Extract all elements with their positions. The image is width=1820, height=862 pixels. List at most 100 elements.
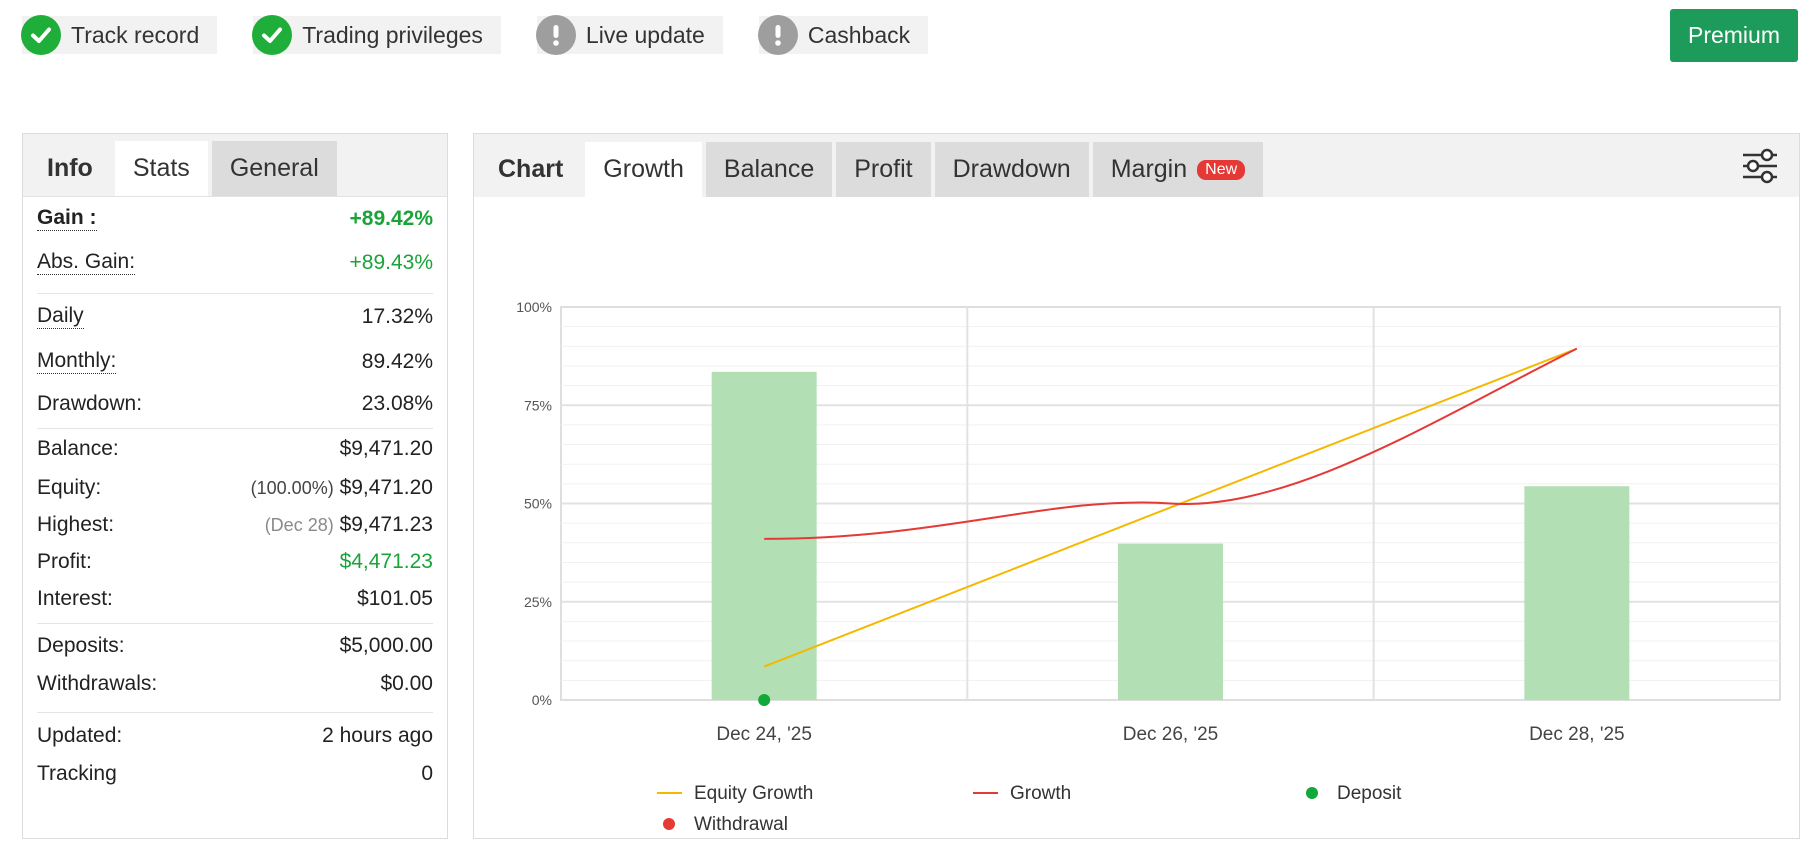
- stat-value: 89.42%: [361, 350, 433, 373]
- tab-margin-label: Margin: [1110, 155, 1188, 183]
- tab-chart[interactable]: Chart: [498, 155, 564, 183]
- stat-label: Drawdown:: [37, 392, 143, 415]
- stat-amount: $9,471.20: [339, 475, 433, 499]
- divider: [37, 623, 433, 624]
- x-tick-label: Dec 28, '25: [1529, 724, 1625, 745]
- stat-profit: Profit: $4,471.23: [37, 543, 433, 580]
- stat-highest: Highest: (Dec 28) $9,471.23: [37, 506, 433, 543]
- stat-label: Highest:: [37, 512, 115, 536]
- stat-value: 2 hours ago: [322, 724, 433, 747]
- stat-label: Profit:: [37, 549, 92, 573]
- legend-label: Equity Growth: [694, 783, 813, 804]
- stat-label[interactable]: Abs. Gain:: [37, 250, 136, 275]
- growth-line: [764, 347, 1578, 540]
- stat-label[interactable]: Gain :: [37, 206, 97, 231]
- filter-settings-icon[interactable]: [1741, 148, 1779, 184]
- stat-equity: Equity: (100.00%) $9,471.20: [37, 469, 433, 506]
- bar: [711, 371, 817, 700]
- stat-label: Equity:: [37, 475, 102, 499]
- exclamation-icon: [757, 15, 798, 55]
- stat-value: 17.32%: [361, 305, 433, 328]
- y-tick-label: 50%: [524, 496, 552, 512]
- stats-list: Gain : +89.42% Abs. Gain: +89.43% Daily …: [23, 197, 447, 789]
- stat-note: (Dec 28): [264, 514, 334, 535]
- stat-value: 0: [421, 762, 433, 785]
- divider: [37, 428, 433, 429]
- y-tick-label: 75%: [524, 397, 552, 413]
- badge-cashback[interactable]: Cashback: [757, 15, 929, 55]
- y-tick-label: 25%: [524, 594, 552, 610]
- premium-button[interactable]: Premium: [1670, 9, 1798, 62]
- stat-monthly: Monthly: 89.42%: [37, 340, 433, 384]
- stat-label: Withdrawals:: [37, 672, 158, 695]
- bar: [1524, 486, 1630, 700]
- stat-value: $9,471.20: [339, 437, 433, 460]
- stat-label[interactable]: Monthly:: [37, 349, 117, 374]
- tab-general[interactable]: General: [211, 141, 337, 196]
- stat-label[interactable]: Daily: [37, 304, 84, 329]
- stat-deposits: Deposits: $5,000.00: [37, 624, 433, 668]
- stats-panel: Info Stats General Gain : +89.42% Abs. G…: [22, 133, 448, 839]
- deposit-marker: [758, 694, 771, 706]
- stat-drawdown: Drawdown: 23.08%: [37, 384, 433, 424]
- x-tick-label: Dec 26, '25: [1123, 724, 1219, 745]
- y-tick-label: 0%: [532, 692, 552, 708]
- stat-value: (100.00%) $9,471.20: [251, 476, 433, 500]
- stat-value: $101.05: [357, 586, 433, 610]
- badge-label: Track record: [71, 21, 200, 48]
- stat-label: Deposits:: [37, 634, 125, 657]
- stat-label: Tracking: [37, 762, 117, 785]
- stat-label: Updated:: [37, 724, 123, 747]
- badge-live-update[interactable]: Live update: [535, 15, 723, 55]
- tab-stats[interactable]: Stats: [114, 141, 208, 196]
- equity-growth-line: [763, 347, 1578, 668]
- legend-swatch: [663, 818, 675, 830]
- legend-swatch: [1306, 787, 1318, 799]
- exclamation-icon: [535, 15, 576, 55]
- badge-track-record[interactable]: Track record: [21, 15, 218, 55]
- tab-drawdown[interactable]: Drawdown: [934, 142, 1089, 197]
- legend-label: Deposit: [1337, 783, 1402, 804]
- stat-note: (100.00%): [250, 477, 334, 498]
- tab-balance[interactable]: Balance: [705, 142, 833, 197]
- stat-value: 23.08%: [361, 392, 433, 415]
- stat-label: Balance:: [37, 437, 119, 460]
- badge-label: Live update: [585, 21, 705, 48]
- stat-value: $4,471.23: [339, 549, 433, 573]
- stat-withdrawals: Withdrawals: $0.00: [37, 668, 433, 700]
- tab-growth[interactable]: Growth: [585, 142, 702, 197]
- chart-panel: Chart Growth Balance Profit Drawdown Mar…: [473, 133, 1800, 839]
- tab-margin[interactable]: Margin New: [1092, 142, 1264, 197]
- stat-value: $5,000.00: [339, 634, 433, 657]
- bar: [1118, 543, 1223, 700]
- badge-label: Cashback: [807, 21, 911, 48]
- status-badges: Track record Trading privileges Live upd…: [21, 15, 929, 55]
- legend-label: Withdrawal: [694, 814, 788, 835]
- stat-value: $0.00: [380, 672, 433, 695]
- stat-label: Interest:: [37, 586, 113, 610]
- stat-tracking: Tracking 0: [37, 759, 433, 789]
- legend-label: Growth: [1010, 783, 1071, 804]
- tab-info[interactable]: Info: [47, 154, 93, 182]
- badge-trading-privileges[interactable]: Trading privileges: [252, 15, 501, 55]
- divider: [37, 293, 433, 294]
- chart-tabs: Chart Growth Balance Profit Drawdown Mar…: [474, 134, 1799, 197]
- new-badge: New: [1197, 159, 1246, 180]
- stat-amount: $9,471.23: [339, 512, 433, 536]
- x-tick-label: Dec 24, '25: [716, 724, 812, 745]
- badge-label: Trading privileges: [302, 21, 483, 48]
- y-tick-label: 100%: [516, 299, 552, 315]
- tab-profit[interactable]: Profit: [836, 142, 931, 197]
- check-icon: [252, 15, 293, 55]
- stat-interest: Interest: $101.05: [37, 580, 433, 617]
- stat-updated: Updated: 2 hours ago: [37, 713, 433, 759]
- check-icon: [21, 15, 61, 55]
- stat-value: (Dec 28) $9,471.23: [265, 513, 433, 537]
- stat-gain: Gain : +89.42%: [37, 197, 433, 241]
- stat-abs-gain: Abs. Gain: +89.43%: [37, 241, 433, 285]
- stats-tabs: Info Stats General: [23, 134, 447, 197]
- stat-balance: Balance: $9,471.20: [37, 429, 433, 469]
- divider: [37, 712, 433, 713]
- stat-daily: Daily 17.32%: [37, 294, 433, 340]
- stat-value: +89.43%: [349, 251, 434, 274]
